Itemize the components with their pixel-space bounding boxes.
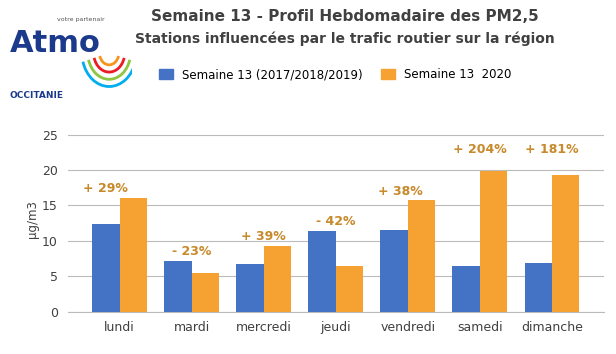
Y-axis label: μg/m3: μg/m3 (26, 201, 39, 238)
Bar (237, 264, 264, 312)
Legend: Semaine 13 (2017/2018/2019), Semaine 13  2020: Semaine 13 (2017/2018/2019), Semaine 13 … (154, 63, 516, 86)
Text: + 181%: + 181% (525, 143, 579, 156)
Bar (552, 175, 579, 312)
Bar (264, 246, 291, 312)
Bar (480, 171, 507, 312)
Text: + 38%: + 38% (378, 184, 423, 198)
Text: + 29%: + 29% (83, 182, 128, 195)
Text: Stations influencées par le trafic routier sur la région: Stations influencées par le trafic routi… (135, 32, 555, 46)
Bar (192, 273, 219, 312)
Text: Semaine 13 - Profil Hebdomadaire des PM2,5: Semaine 13 - Profil Hebdomadaire des PM2… (151, 9, 539, 24)
Bar (120, 198, 147, 312)
Text: OCCITANIE: OCCITANIE (10, 91, 63, 100)
Text: - 23%: - 23% (172, 245, 211, 258)
Bar (92, 224, 120, 312)
Bar (309, 231, 336, 312)
Bar (336, 266, 363, 312)
Text: + 204%: + 204% (453, 143, 507, 156)
Text: votre partenair: votre partenair (57, 17, 105, 22)
Bar (164, 261, 192, 312)
Text: - 42%: - 42% (316, 215, 355, 228)
Bar (381, 230, 408, 312)
Bar (525, 263, 552, 312)
Text: Atmo: Atmo (10, 29, 100, 58)
Bar (453, 266, 480, 312)
Text: + 39%: + 39% (241, 230, 286, 243)
Bar (408, 200, 435, 312)
